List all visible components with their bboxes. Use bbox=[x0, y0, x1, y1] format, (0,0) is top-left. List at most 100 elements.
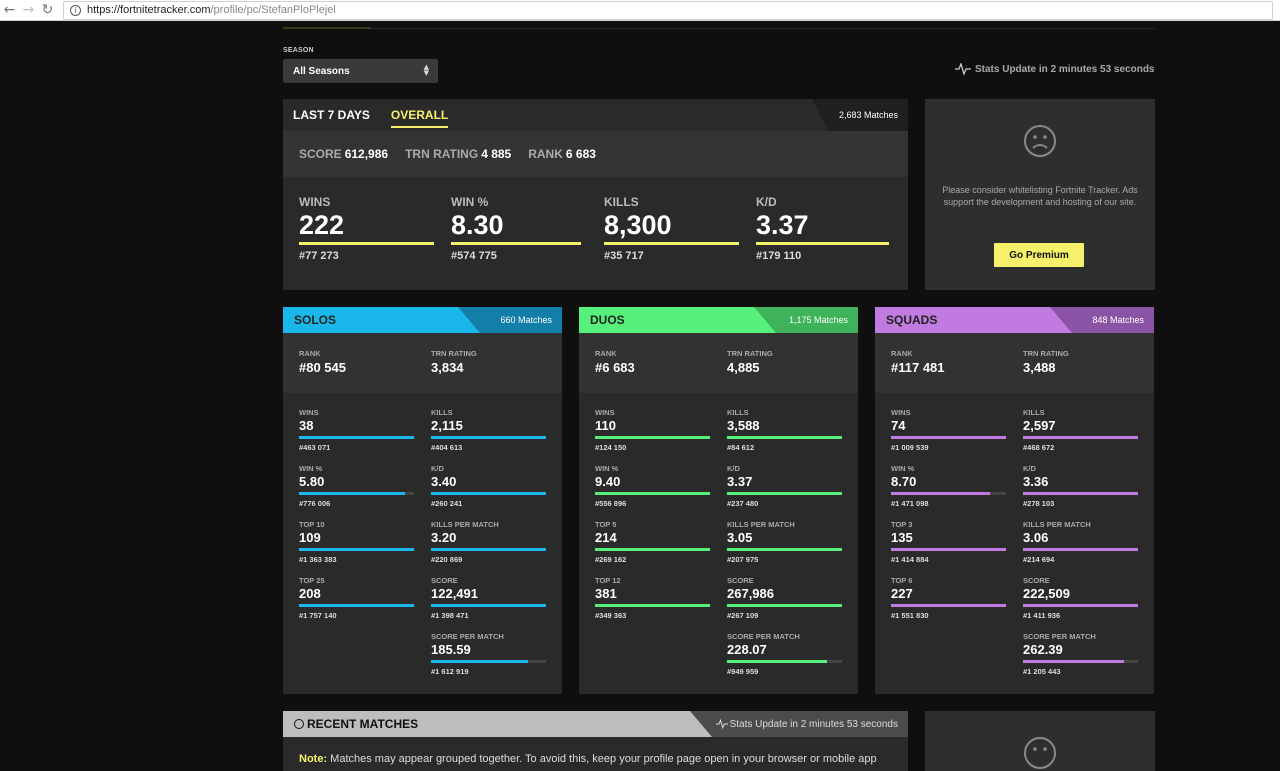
browser-address-bar: ← → ↻ i https://fortnitetracker.com/prof… bbox=[0, 0, 1280, 21]
stat-value: 38 bbox=[299, 418, 314, 433]
overall-stat-grid: WINS 222 #77 273 WIN % 8.30 #574 775 KIL… bbox=[283, 177, 908, 290]
mode-stat: K/D 3.36 #278 103 bbox=[1023, 464, 1138, 508]
stat-rank: #77 273 bbox=[299, 250, 339, 262]
mode-stat: WIN % 5.80 #776 006 bbox=[299, 464, 414, 508]
stat-label: K/D bbox=[727, 464, 740, 473]
stat-rank: #267 109 bbox=[727, 611, 759, 620]
stat-label: K/D bbox=[431, 464, 444, 473]
stat-value: #80 545 bbox=[299, 360, 346, 375]
season-selected-value: All Seasons bbox=[293, 65, 350, 77]
stat-bar-fill bbox=[891, 604, 1006, 607]
stat-label: WINS bbox=[595, 408, 615, 417]
stat-bar-track bbox=[595, 436, 710, 439]
sad-face-icon bbox=[1024, 737, 1056, 769]
mode-rank: RANK #80 545 bbox=[299, 349, 346, 375]
mode-stat: KILLS 2,597 #468 672 bbox=[1023, 408, 1138, 452]
stat-bar-track bbox=[299, 436, 414, 439]
stat-rank: #949 959 bbox=[727, 667, 759, 676]
recent-matches-card: RECENT MATCHES Stats Update in 2 minutes… bbox=[283, 711, 908, 771]
stat-rank: #214 694 bbox=[1023, 555, 1055, 564]
mode-stat: TOP 3 135 #1 414 884 bbox=[891, 520, 1006, 564]
stat-value: 381 bbox=[595, 586, 617, 601]
mode-stat: WIN % 8.70 #1 471 098 bbox=[891, 464, 1006, 508]
mode-stat: TOP 10 109 #1 363 383 bbox=[299, 520, 414, 564]
stat-value: 185.59 bbox=[431, 642, 471, 657]
tab-overall[interactable]: OVERALL bbox=[390, 108, 449, 128]
stat-value: 8,300 bbox=[604, 210, 672, 240]
select-arrows-icon: ▲ ▼ bbox=[423, 63, 429, 77]
reload-icon[interactable]: ↻ bbox=[41, 2, 54, 18]
stat-bar-fill bbox=[1023, 436, 1138, 439]
mode-title: SQUADS bbox=[886, 313, 938, 327]
mode-rank: RANK #6 683 bbox=[595, 349, 635, 375]
stat-bar-track bbox=[727, 660, 842, 663]
season-select[interactable]: All Seasons ▲ ▼ bbox=[283, 59, 438, 83]
stat-label: KILLS bbox=[431, 408, 453, 417]
stats-update-notice: Stats Update in 2 minutes 53 seconds bbox=[955, 63, 1155, 75]
stat-rank: #1 612 919 bbox=[431, 667, 469, 676]
stat-bar-track bbox=[431, 660, 546, 663]
mode-stat: KILLS PER MATCH 3.06 #214 694 bbox=[1023, 520, 1138, 564]
mode-stat: SCORE 122,491 #1 398 471 bbox=[431, 576, 546, 620]
stat-label: KILLS bbox=[1023, 408, 1045, 417]
stat-bar-fill bbox=[595, 492, 710, 495]
stat-rank: #1 009 539 bbox=[891, 443, 929, 452]
stat-value: 227 bbox=[891, 586, 913, 601]
stat-bar-track bbox=[299, 604, 414, 607]
stat-bar-fill bbox=[595, 436, 710, 439]
url-host: https://fortnitetracker.com bbox=[87, 4, 211, 16]
overall-matches-count: 2,683 Matches bbox=[812, 99, 908, 131]
mode-rank-summary: RANK #80 545 TRN RATING 3,834 bbox=[283, 333, 562, 393]
forward-arrow-icon[interactable]: → bbox=[22, 2, 35, 18]
url-input[interactable]: i https://fortnitetracker.com/profile/pc… bbox=[63, 0, 1273, 20]
stat-rank: #556 896 bbox=[595, 499, 627, 508]
stat-bar-fill bbox=[1023, 492, 1138, 495]
stat-bar-fill bbox=[891, 436, 1006, 439]
stat-bar-fill bbox=[299, 548, 414, 551]
stat-label: K/D bbox=[756, 195, 777, 209]
stat-label: SCORE PER MATCH bbox=[431, 632, 504, 641]
stat-bar-track bbox=[727, 604, 842, 607]
stat-bar-fill bbox=[727, 492, 842, 495]
stat-value: 109 bbox=[299, 530, 321, 545]
sad-face-icon bbox=[1024, 125, 1056, 157]
stat-bar-fill bbox=[431, 436, 546, 439]
stat-bar-track bbox=[595, 492, 710, 495]
mode-stat: KILLS PER MATCH 3.20 #220 869 bbox=[431, 520, 546, 564]
stat-value: 3.05 bbox=[727, 530, 753, 545]
mode-stat: WINS 38 #463 071 bbox=[299, 408, 414, 452]
info-icon[interactable]: i bbox=[70, 4, 81, 16]
stat-rank: #1 363 383 bbox=[299, 555, 337, 564]
mode-stat: KILLS PER MATCH 3.05 #207 975 bbox=[727, 520, 842, 564]
stat-label: WINS bbox=[299, 195, 331, 209]
stat-rank: #220 869 bbox=[431, 555, 463, 564]
stat-bar-fill bbox=[891, 492, 990, 495]
stat-rank: #207 975 bbox=[727, 555, 759, 564]
stat-value: 3.37 bbox=[727, 474, 753, 489]
stat-bar-track bbox=[891, 492, 1006, 495]
stat-value: 3,588 bbox=[727, 418, 760, 433]
stat-label: TOP 12 bbox=[595, 576, 621, 585]
tab-last-7-days[interactable]: LAST 7 DAYS bbox=[293, 108, 370, 122]
stat-rank: #1 205 443 bbox=[1023, 667, 1061, 676]
stat-value: #117 481 bbox=[891, 360, 945, 375]
stat-bar-fill bbox=[299, 492, 405, 495]
stat-label: TOP 6 bbox=[891, 576, 913, 585]
score-value: 612,986 bbox=[344, 147, 389, 161]
stat-bar-track bbox=[891, 548, 1006, 551]
stat-rank: #260 241 bbox=[431, 499, 463, 508]
stat-rank: #404 613 bbox=[431, 443, 463, 452]
mode-trn-rating: TRN RATING 3,834 bbox=[431, 349, 477, 375]
go-premium-button[interactable]: Go Premium bbox=[994, 243, 1084, 267]
mode-matches-count: 1,175 Matches bbox=[754, 307, 858, 333]
mode-stat: SCORE 222,509 #1 411 936 bbox=[1023, 576, 1138, 620]
stat-label: SCORE bbox=[431, 576, 458, 585]
stat-value: 3.20 bbox=[431, 530, 457, 545]
stat-bar-track bbox=[727, 548, 842, 551]
stat-bar-track bbox=[1023, 604, 1138, 607]
stat-label: TOP 25 bbox=[299, 576, 325, 585]
stat-bar-track bbox=[431, 492, 546, 495]
stat-bar-track bbox=[891, 436, 1006, 439]
mode-stat: TOP 12 381 #349 363 bbox=[595, 576, 710, 620]
back-arrow-icon[interactable]: ← bbox=[3, 2, 16, 18]
